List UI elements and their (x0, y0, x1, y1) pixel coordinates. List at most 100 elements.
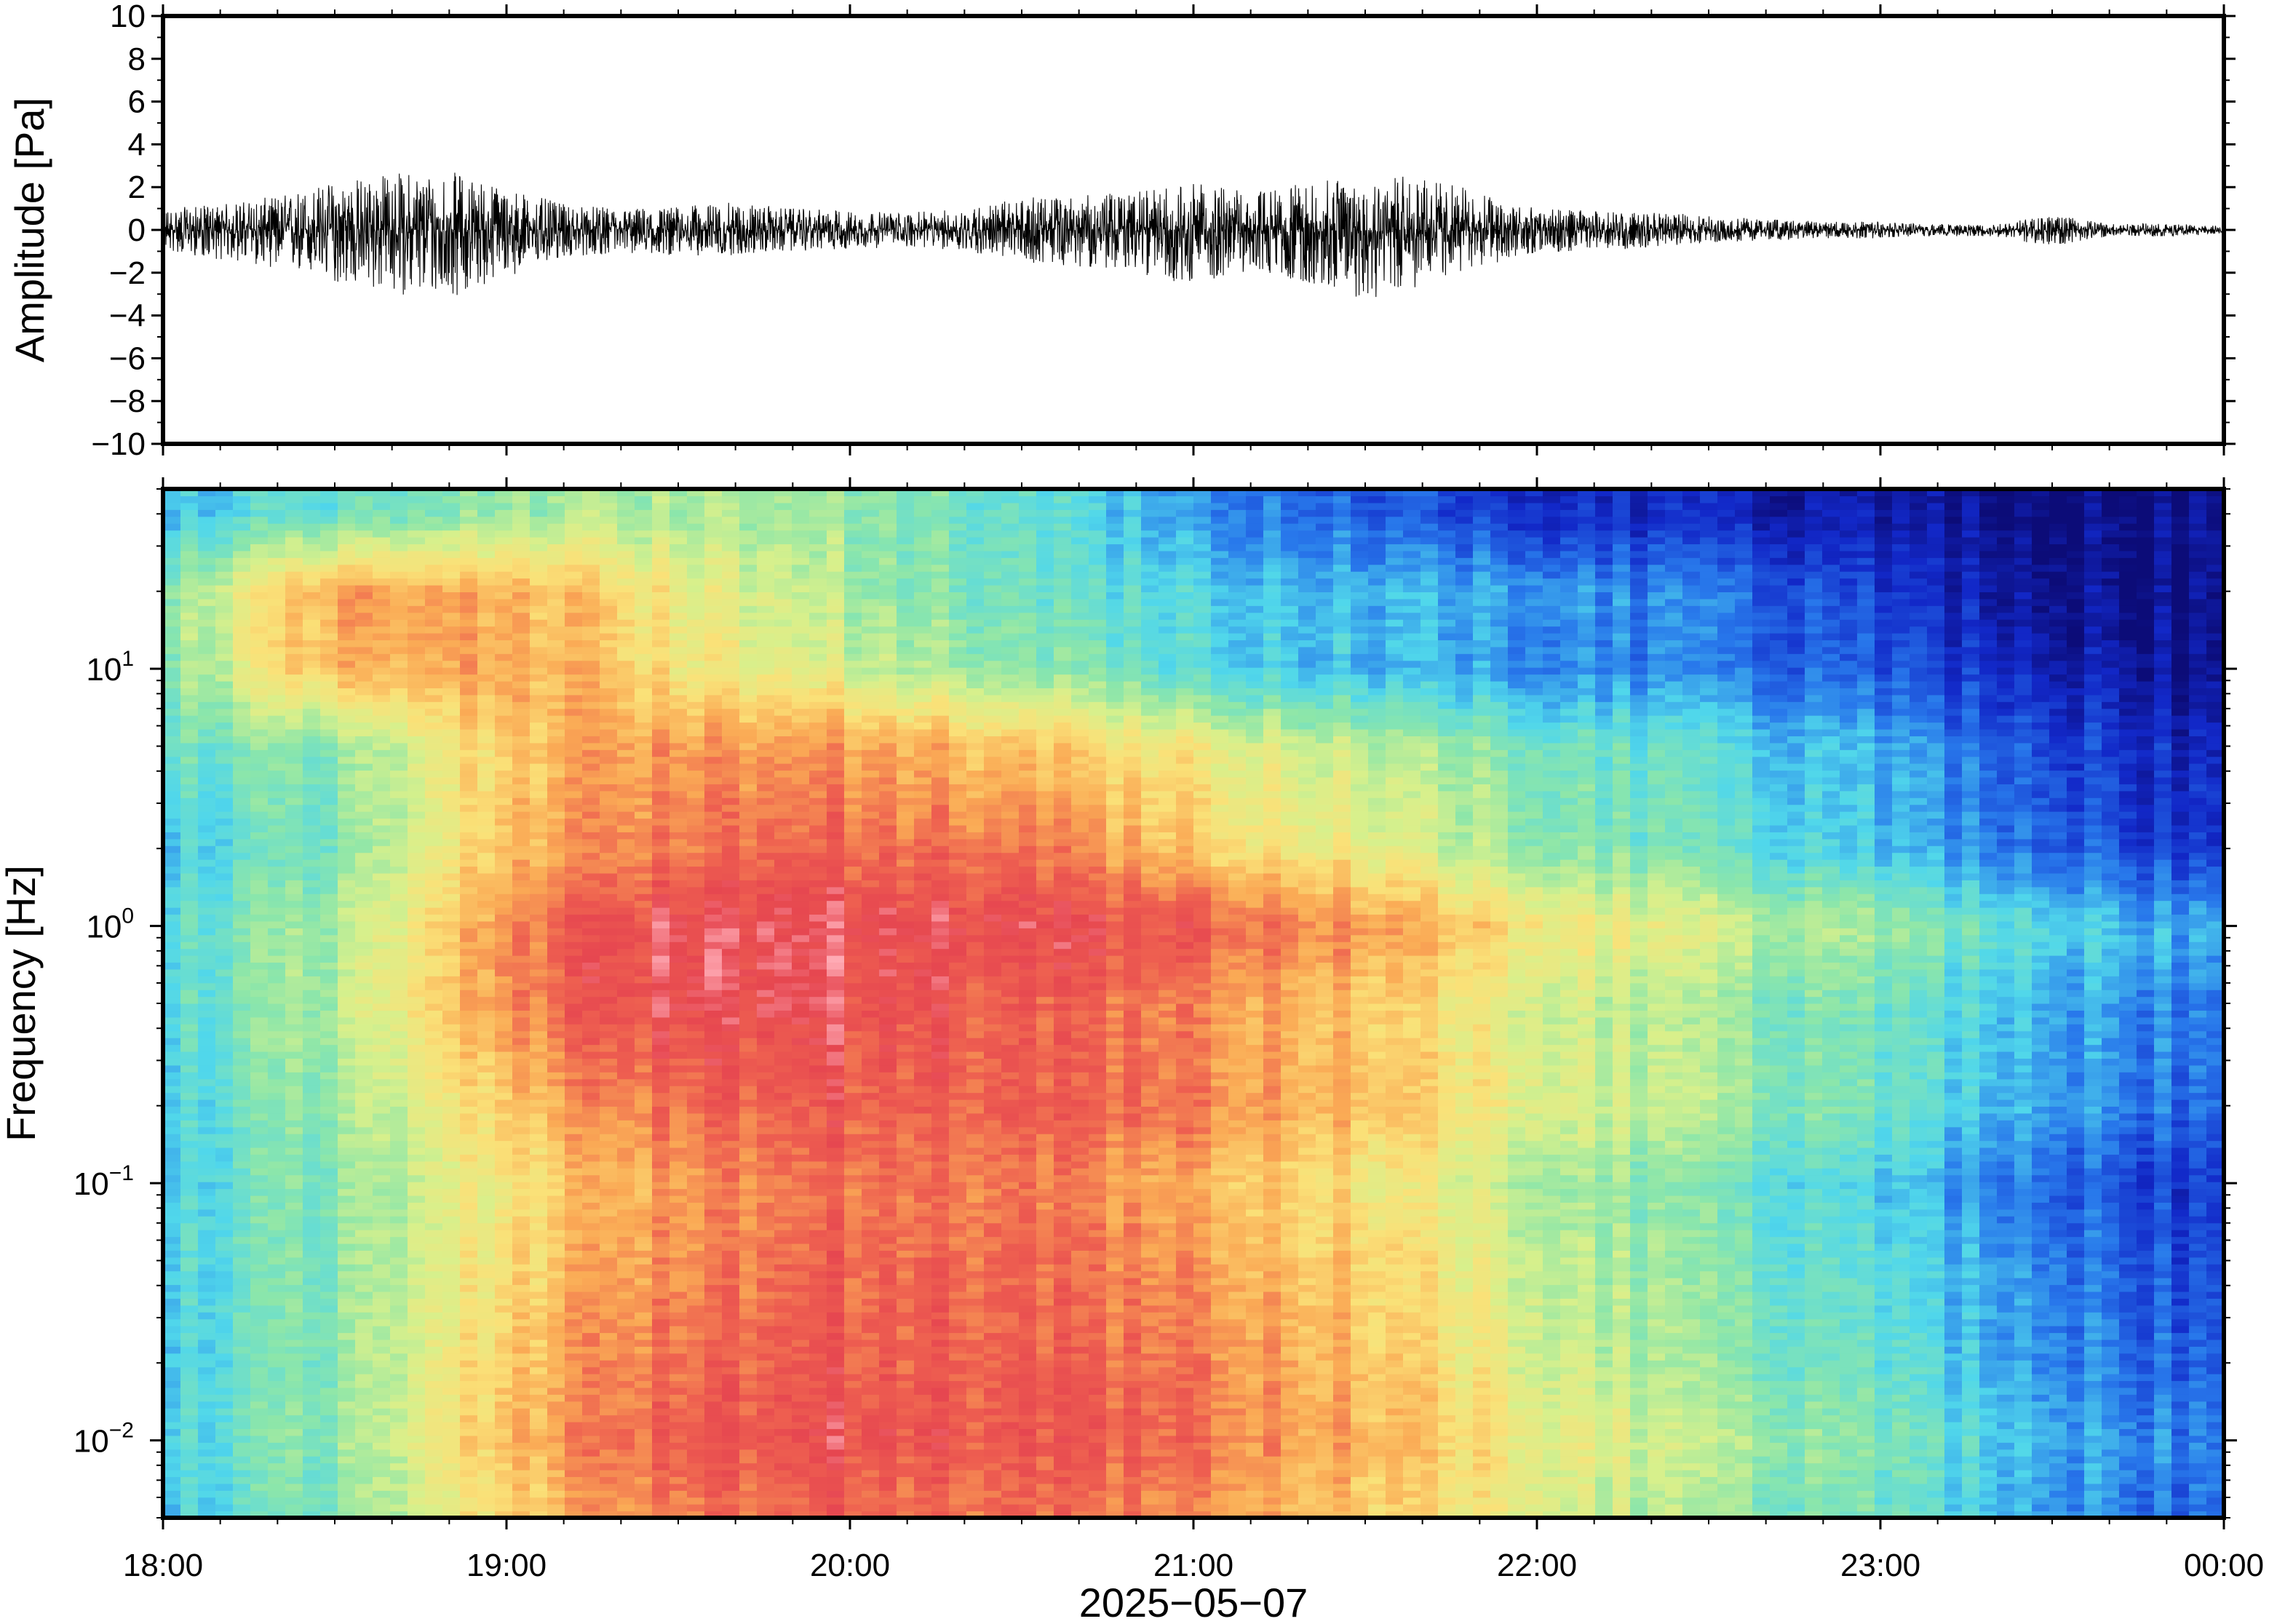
spectrogram-cell (477, 509, 496, 517)
spectrogram-cell (495, 537, 513, 544)
spectrogram-cell (355, 523, 373, 530)
spectrogram-cell (390, 743, 408, 750)
spectrogram-cell (635, 1298, 653, 1305)
spectrogram-cell (495, 1216, 513, 1223)
spectrogram-cell (320, 1291, 338, 1299)
spectrogram-cell (477, 1332, 496, 1340)
spectrogram-cell (582, 599, 600, 606)
spectrogram-cell (163, 1374, 181, 1381)
spectrogram-cell (215, 1161, 234, 1169)
spectrogram-cell (390, 565, 408, 572)
spectrogram-cell (250, 873, 269, 880)
spectrogram-cell (565, 1250, 583, 1257)
spectrogram-cell (704, 729, 723, 736)
spectrogram-cell (373, 845, 391, 853)
spectrogram-cell (338, 763, 356, 771)
spectrogram-cell (652, 811, 670, 819)
spectrogram-cell (704, 845, 723, 853)
spectrogram-cell (268, 544, 286, 551)
spectrogram-cell (600, 805, 618, 812)
spectrogram-cell (180, 736, 199, 743)
spectrogram-cell (652, 1237, 670, 1244)
spectrogram-cell (565, 1223, 583, 1230)
spectrogram-cell (250, 1319, 269, 1326)
spectrogram-cell (582, 845, 600, 853)
spectrogram-cell (652, 1257, 670, 1265)
spectrogram-cell (477, 619, 496, 626)
spectrogram-cell (303, 1456, 321, 1463)
spectrogram-cell (285, 1216, 303, 1223)
spectrogram-cell (198, 1401, 216, 1409)
spectrogram-cell (617, 517, 635, 524)
spectrogram-cell (477, 1257, 496, 1265)
spectrogram-cell (233, 1312, 251, 1319)
spectrogram-cell (303, 592, 321, 599)
spectrogram-cell (408, 1250, 426, 1257)
spectrogram-cell (373, 688, 391, 695)
spectrogram-cell (285, 557, 303, 565)
spectrogram-cell (425, 1113, 443, 1121)
spectrogram-cell (617, 777, 635, 784)
spectrogram-cell (373, 544, 391, 551)
spectrogram-cell (320, 1154, 338, 1161)
spectrogram-cell (547, 1147, 565, 1155)
spectrogram-cell (530, 901, 548, 908)
spectrogram-cell (635, 1422, 653, 1429)
spectrogram-cell (512, 955, 531, 963)
spectrogram-cell (460, 893, 478, 901)
spectrogram-cell (704, 1360, 723, 1367)
spectrogram-cell (390, 770, 408, 777)
spectrogram-cell (198, 1298, 216, 1305)
spectrogram-cell (512, 1120, 531, 1127)
spectrogram-cell (355, 509, 373, 517)
spectrogram-cell (652, 1436, 670, 1443)
spectrogram-cell (180, 805, 199, 812)
spectrogram-cell (355, 495, 373, 503)
spectrogram-cell (704, 709, 723, 716)
spectrogram-cell (373, 509, 391, 517)
spectrogram-cell (530, 1305, 548, 1313)
spectrogram-cell (477, 1024, 496, 1031)
spectrogram-cell (233, 701, 251, 709)
spectrogram-cell (600, 1353, 618, 1361)
spectrogram-cell (355, 811, 373, 819)
spectrogram-cell (669, 880, 688, 887)
spectrogram-cell (338, 1223, 356, 1230)
spectrogram-cell (652, 701, 670, 709)
spectrogram-cell (512, 1380, 531, 1388)
spectrogram-cell (687, 1401, 705, 1409)
spectrogram-cell (233, 1216, 251, 1223)
spectrogram-cell (180, 613, 199, 620)
spectrogram-cell (565, 997, 583, 1004)
spectrogram-cell (460, 1127, 478, 1134)
spectrogram-cell (268, 1305, 286, 1313)
spectrogram-cell (495, 517, 513, 524)
spectrogram-cell (669, 1374, 688, 1381)
spectrogram-cell (460, 1312, 478, 1319)
spectrogram-cell (512, 949, 531, 956)
spectrogram-cell (547, 1182, 565, 1189)
spectrogram-cell (268, 1031, 286, 1038)
spectrogram-cell (704, 653, 723, 661)
spectrogram-cell (355, 1189, 373, 1196)
spectrogram-cell (355, 1051, 373, 1059)
spectrogram-cell (704, 736, 723, 743)
spectrogram-cell (198, 1504, 216, 1511)
spectrogram-cell (512, 701, 531, 709)
spectrogram-cell (442, 578, 461, 586)
spectrogram-cell (617, 736, 635, 743)
spectrogram-cell (530, 935, 548, 942)
spectrogram-cell (338, 1380, 356, 1388)
spectrogram-cell (198, 1195, 216, 1203)
spectrogram-cell (565, 1195, 583, 1203)
spectrogram-cell (442, 873, 461, 880)
spectrogram-cell (617, 565, 635, 572)
spectrogram-cell (722, 1367, 740, 1374)
spectrogram-cell (652, 537, 670, 544)
spectrogram-cell (198, 681, 216, 688)
spectrogram-cell (355, 1099, 373, 1107)
spectrogram-cell (355, 797, 373, 805)
spectrogram-cell (547, 640, 565, 647)
spectrogram-cell (477, 997, 496, 1004)
spectrogram-cell (547, 1476, 565, 1484)
